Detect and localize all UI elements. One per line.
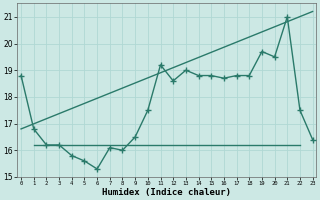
X-axis label: Humidex (Indice chaleur): Humidex (Indice chaleur)	[102, 188, 231, 197]
